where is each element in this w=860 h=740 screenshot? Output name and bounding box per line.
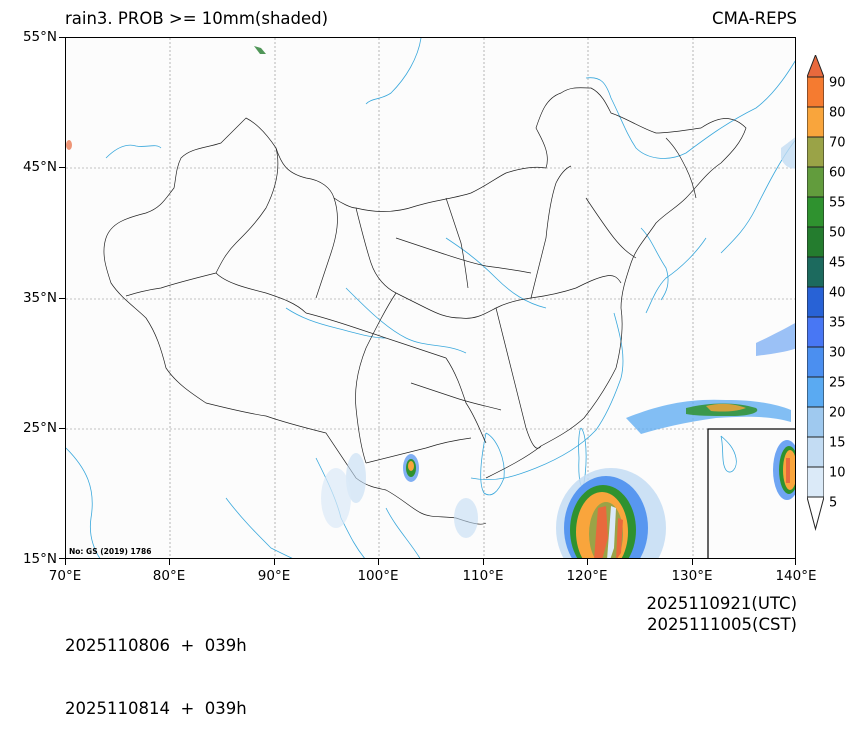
tick-mark: [59, 167, 65, 168]
colorbar-label-55: 55: [829, 195, 846, 211]
lat-tick-35: 35°N: [22, 290, 57, 306]
init-time-block: 2025110806 + 039h 2025110814 + 039h: [65, 593, 247, 740]
colorbar-label-90: 90: [829, 75, 846, 91]
colorbar-label-60: 60: [829, 165, 846, 181]
valid-time-block: 2025110921(UTC) 2025111005(CST): [646, 593, 797, 635]
colorbar-label-45: 45: [829, 255, 846, 271]
colorbar: [806, 53, 825, 537]
lon-tick-130: 130°E: [671, 568, 713, 584]
tick-mark: [59, 428, 65, 429]
colorbar-label-5: 5: [829, 495, 838, 511]
lon-tick-90: 90°E: [257, 568, 291, 584]
colorbar-svg: [806, 53, 825, 531]
tick-mark: [795, 559, 796, 565]
tick-mark: [378, 559, 379, 565]
colorbar-label-15: 15: [829, 435, 846, 451]
lon-tick-120: 120°E: [566, 568, 608, 584]
map-plot-area: No: GS (2019) 1786: [65, 37, 796, 559]
colorbar-label-70: 70: [829, 135, 846, 151]
colorbar-label-25: 25: [829, 375, 846, 391]
lat-tick-25: 25°N: [22, 420, 57, 436]
lon-tick-80: 80°E: [152, 568, 186, 584]
init-time-cst: 2025110814 + 039h: [65, 699, 247, 718]
lon-tick-110: 110°E: [462, 568, 504, 584]
tick-mark: [169, 559, 170, 565]
tick-mark: [59, 298, 65, 299]
lon-tick-100: 100°E: [357, 568, 399, 584]
colorbar-label-50: 50: [829, 225, 846, 241]
lon-tick-70: 70°E: [48, 568, 82, 584]
tick-mark: [483, 559, 484, 565]
tick-mark: [59, 37, 65, 38]
coastlines: [66, 38, 795, 558]
lon-tick-140: 140°E: [775, 568, 817, 584]
precip-probability-shading: [66, 46, 795, 558]
valid-time-utc: 2025110921(UTC): [646, 594, 797, 613]
tick-mark: [65, 559, 66, 565]
map-canvas: [66, 38, 795, 558]
colorbar-label-30: 30: [829, 345, 846, 361]
lat-tick-15: 15°N: [22, 551, 57, 567]
colorbar-label-35: 35: [829, 315, 846, 331]
tick-mark: [59, 558, 65, 559]
lat-tick-45: 45°N: [22, 159, 57, 175]
colorbar-label-20: 20: [829, 405, 846, 421]
chart-title: rain3. PROB >= 10mm(shaded): [65, 9, 329, 28]
lat-tick-55: 55°N: [22, 29, 57, 45]
init-time-utc: 2025110806 + 039h: [65, 636, 247, 655]
valid-time-cst: 2025111005(CST): [647, 615, 797, 634]
tick-mark: [274, 559, 275, 565]
map-approval-number: No: GS (2019) 1786: [69, 547, 152, 556]
tick-mark: [692, 559, 693, 565]
colorbar-label-10: 10: [829, 465, 846, 481]
colorbar-label-80: 80: [829, 105, 846, 121]
province-borders: [103, 87, 747, 525]
model-name: CMA-REPS: [712, 9, 797, 28]
graticule: [66, 38, 795, 558]
tick-mark: [587, 559, 588, 565]
colorbar-label-40: 40: [829, 285, 846, 301]
south-china-sea-inset: [707, 428, 795, 558]
